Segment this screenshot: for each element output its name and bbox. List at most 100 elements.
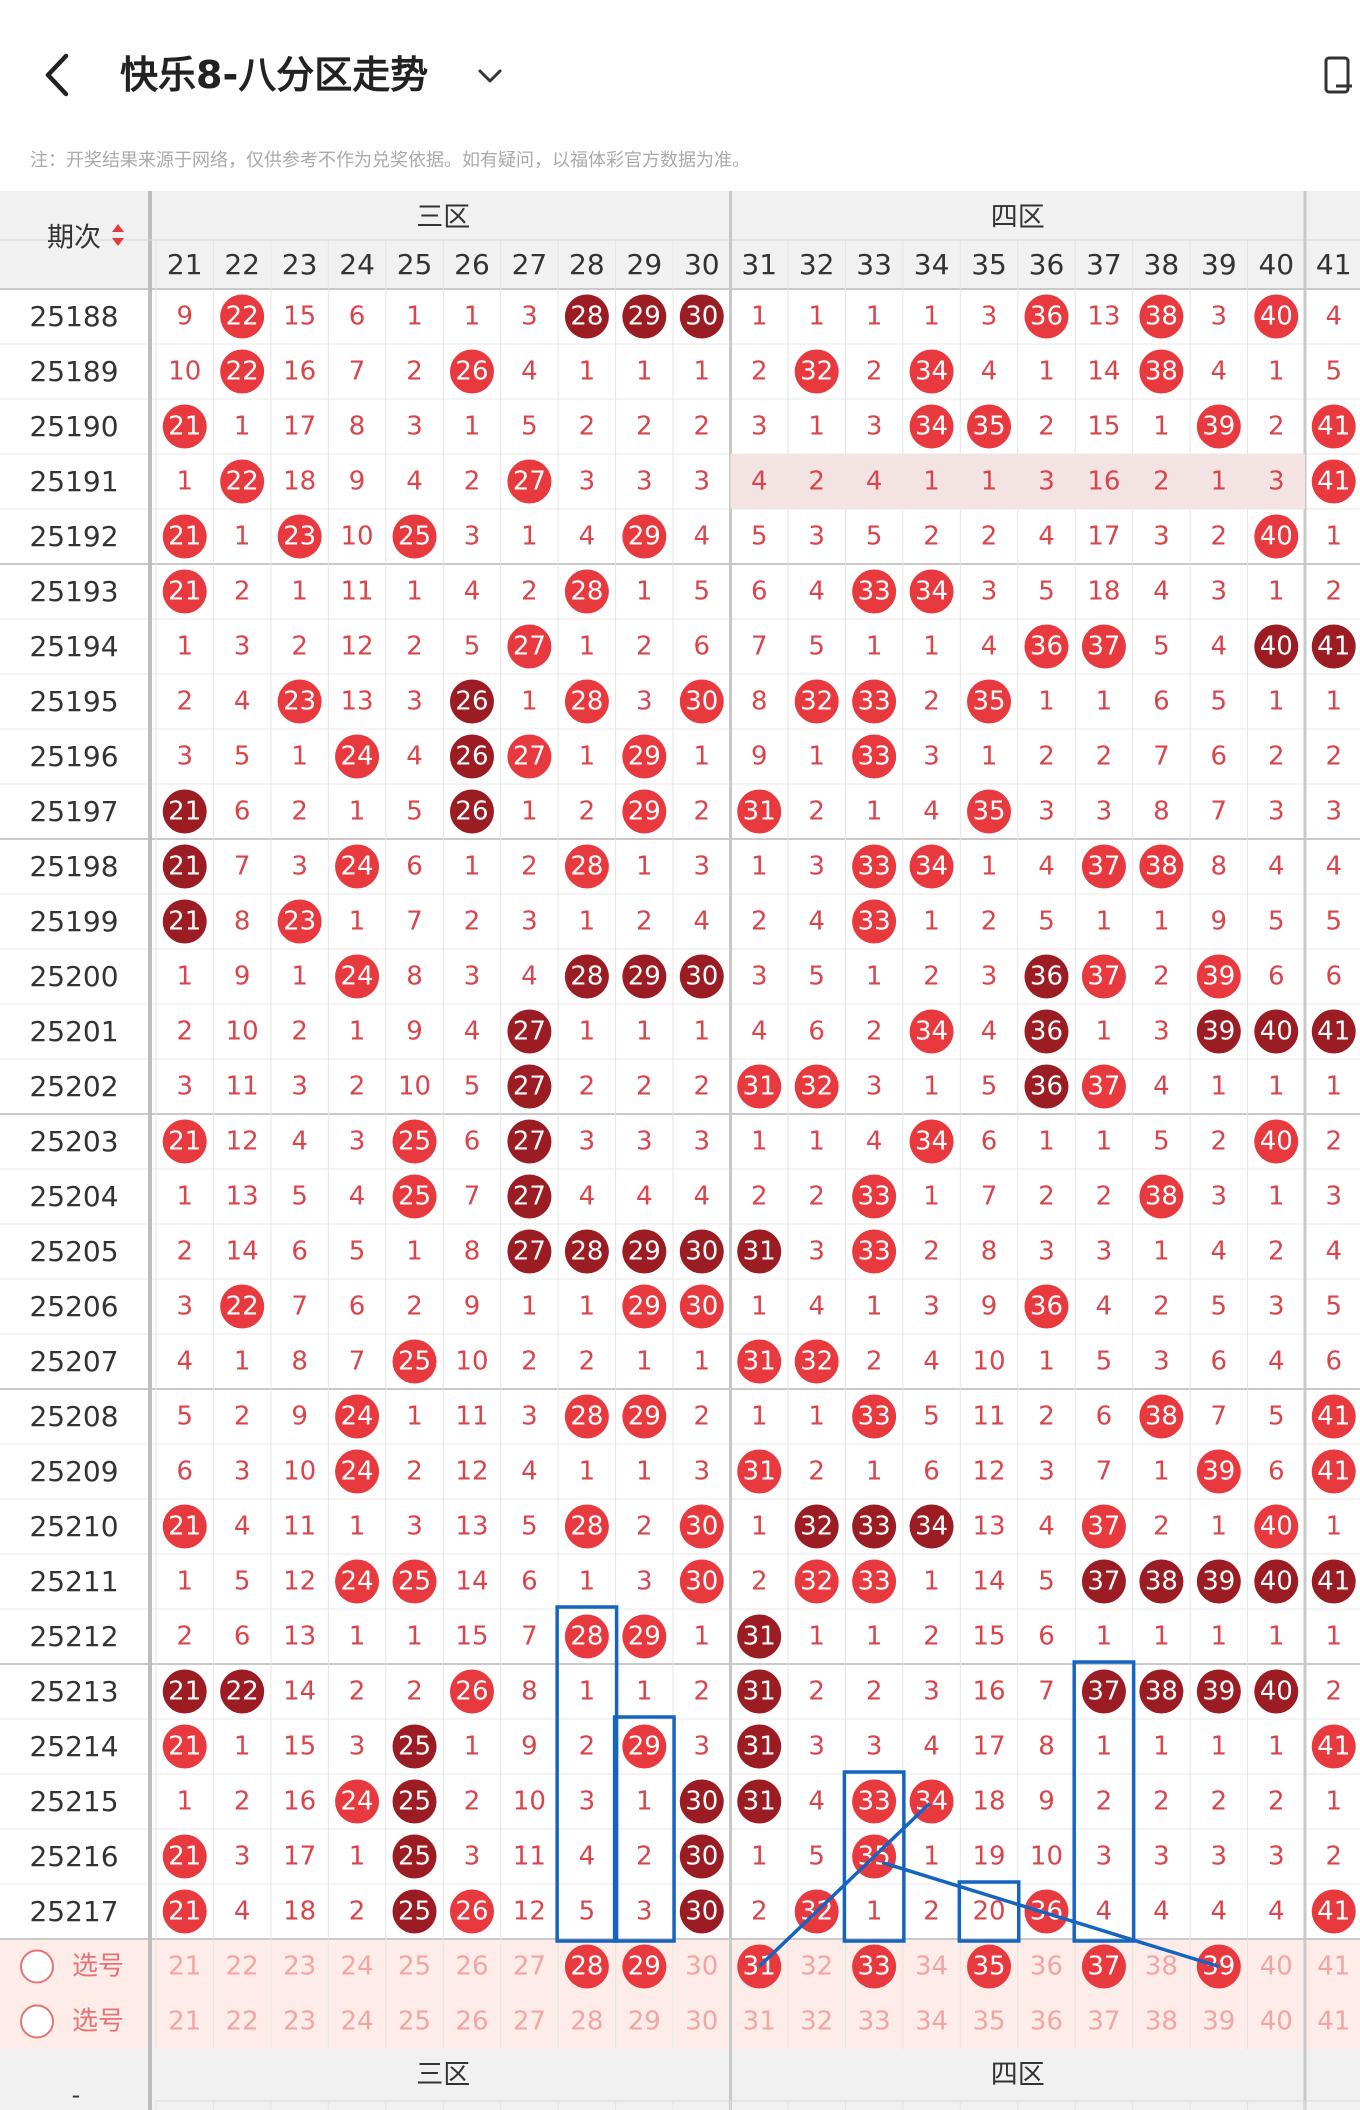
period-header[interactable]: 期次: [47, 223, 101, 254]
hit-number: 41: [1317, 1897, 1350, 1927]
hit-ball: [1139, 1394, 1184, 1439]
select-number[interactable]: 39: [1202, 2007, 1235, 2037]
select-label[interactable]: 选号: [72, 1952, 124, 1982]
picked-ball[interactable]: [852, 1944, 897, 1989]
miss-count: 7: [349, 357, 366, 387]
picked-number[interactable]: 35: [972, 1952, 1005, 1982]
miss-count: 4: [464, 1017, 481, 1047]
select-number[interactable]: 22: [226, 1952, 259, 1982]
picked-ball[interactable]: [564, 1944, 609, 1989]
miss-count: 7: [234, 852, 251, 882]
select-number[interactable]: 30: [685, 1952, 718, 1982]
select-number[interactable]: 27: [513, 1952, 546, 1982]
select-number[interactable]: 29: [628, 2007, 661, 2037]
picked-number[interactable]: 37: [1087, 1952, 1120, 1982]
select-label[interactable]: 选号: [72, 2007, 124, 2037]
select-number[interactable]: 28: [570, 2007, 603, 2037]
annotation-box: [1072, 1660, 1136, 1943]
select-number[interactable]: 23: [283, 2007, 316, 2037]
select-number[interactable]: 26: [455, 2007, 488, 2037]
miss-count: 1: [406, 302, 423, 332]
miss-count: 3: [1038, 1237, 1055, 1267]
hit-ball: [737, 1339, 782, 1384]
hit-ball: [1311, 1449, 1356, 1494]
miss-count: 3: [1038, 797, 1055, 827]
sort-up-icon[interactable]: [112, 224, 124, 232]
hit-ball: [679, 679, 724, 724]
select-number[interactable]: 37: [1087, 2007, 1120, 2037]
select-number[interactable]: 24: [341, 1952, 374, 1982]
number-header: 34: [914, 248, 950, 281]
select-number[interactable]: 21: [168, 2007, 201, 2037]
hit-ball: [622, 1724, 667, 1769]
miss-count: 4: [1268, 852, 1285, 882]
picked-number[interactable]: 33: [858, 1952, 891, 1982]
sort-down-icon[interactable]: [112, 238, 124, 246]
hit-ball: [1024, 294, 1069, 339]
hit-number: 39: [1202, 412, 1235, 442]
miss-count: 6: [1096, 1402, 1113, 1432]
hit-ball: [392, 1779, 437, 1824]
back-arrow-icon[interactable]: [38, 48, 78, 102]
select-number[interactable]: 31: [743, 2007, 776, 2037]
miss-count: 2: [176, 1017, 193, 1047]
miss-count: 5: [1325, 357, 1342, 387]
select-number[interactable]: 32: [800, 2007, 833, 2037]
select-number[interactable]: 38: [1145, 2007, 1178, 2037]
select-radio[interactable]: [20, 1949, 54, 1984]
hit-number: 36: [1030, 1017, 1063, 1047]
select-number[interactable]: 40: [1260, 1952, 1293, 1982]
miss-count: 2: [234, 1402, 251, 1432]
select-number[interactable]: 30: [685, 2007, 718, 2037]
hit-ball: [449, 679, 494, 724]
picked-number[interactable]: 29: [628, 1952, 661, 1982]
number-header: 35: [971, 248, 1007, 281]
phone-rotate-icon[interactable]: [1322, 56, 1360, 96]
select-radio[interactable]: [20, 2004, 54, 2039]
select-number[interactable]: 21: [168, 1952, 201, 1982]
hit-number: 34: [915, 852, 948, 882]
select-number[interactable]: 33: [858, 2007, 891, 2037]
miss-count: 4: [234, 687, 251, 717]
hit-ball: [1024, 624, 1069, 669]
select-number[interactable]: 23: [283, 1952, 316, 1982]
select-number[interactable]: 40: [1260, 2007, 1293, 2037]
miss-count: 6: [1211, 1347, 1228, 1377]
period-label: 25203: [29, 1125, 118, 1158]
chevron-down-icon[interactable]: [474, 60, 506, 92]
select-number[interactable]: 41: [1317, 1952, 1350, 1982]
select-number[interactable]: 32: [800, 1952, 833, 1982]
picked-ball[interactable]: [967, 1944, 1012, 1989]
miss-count: 2: [694, 797, 711, 827]
select-number[interactable]: 34: [915, 2007, 948, 2037]
picked-ball[interactable]: [622, 1944, 667, 1989]
select-number[interactable]: 26: [455, 1952, 488, 1982]
miss-count: 3: [406, 687, 423, 717]
annotation-box: [957, 1880, 1021, 1943]
select-number[interactable]: 25: [398, 2007, 431, 2037]
hit-number: 35: [972, 412, 1005, 442]
miss-count: 2: [1325, 1677, 1342, 1707]
picked-number[interactable]: 28: [570, 1952, 603, 1982]
select-number[interactable]: 35: [972, 2007, 1005, 2037]
picked-ball[interactable]: [1081, 1944, 1126, 1989]
select-number[interactable]: 36: [1030, 1952, 1063, 1982]
hit-number: 24: [341, 1457, 374, 1487]
miss-count: 3: [981, 962, 998, 992]
hit-ball: [162, 404, 207, 449]
select-number[interactable]: 27: [513, 2007, 546, 2037]
select-number[interactable]: 36: [1030, 2007, 1063, 2037]
select-number[interactable]: 25: [398, 1952, 431, 1982]
miss-count: 2: [521, 577, 538, 607]
miss-count: 9: [406, 1017, 423, 1047]
select-number[interactable]: 38: [1145, 1952, 1178, 1982]
miss-count: 1: [1096, 1017, 1113, 1047]
select-number[interactable]: 22: [226, 2007, 259, 2037]
miss-count: 3: [866, 1072, 883, 1102]
miss-count: 1: [694, 357, 711, 387]
miss-count: 5: [406, 797, 423, 827]
select-number[interactable]: 34: [915, 1952, 948, 1982]
select-number[interactable]: 24: [341, 2007, 374, 2037]
select-number[interactable]: 41: [1317, 2007, 1350, 2037]
hit-ball: [564, 1229, 609, 1274]
